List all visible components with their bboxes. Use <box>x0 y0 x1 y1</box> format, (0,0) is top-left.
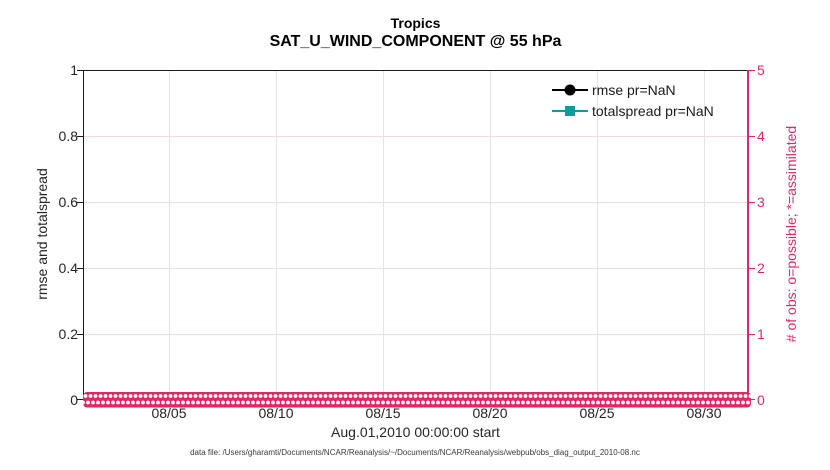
rmse-line-sample <box>552 84 588 95</box>
left-axis-title: rmse and totalspread <box>34 168 50 300</box>
right-tick <box>749 136 755 137</box>
left-ytick-label: 0.2 <box>58 326 78 342</box>
vgridline <box>490 71 491 399</box>
left-ytick-label: 0.8 <box>58 128 78 144</box>
axis-spine-left <box>83 70 84 400</box>
axis-spine-top <box>83 70 749 71</box>
right-tick <box>749 334 755 335</box>
obs-marker-band <box>83 392 751 408</box>
hgridline <box>84 334 747 335</box>
rmse-circle-marker-icon <box>564 84 576 95</box>
xtick-label: 08/10 <box>258 405 294 421</box>
right-ytick-label: 3 <box>757 194 765 210</box>
right-tick <box>749 202 755 203</box>
left-tick <box>77 70 83 71</box>
left-ytick-label: 0.4 <box>58 260 78 276</box>
hgridline <box>84 268 747 269</box>
right-ytick-label: 4 <box>757 128 765 144</box>
totalspread-square-marker-icon <box>565 105 575 116</box>
right-axis-title: # of obs: o=possible; *=assimilated <box>783 125 799 343</box>
xtick-label: 08/30 <box>686 405 722 421</box>
right-tick <box>749 268 755 269</box>
vgridline <box>169 71 170 399</box>
left-tick <box>77 268 83 269</box>
right-ytick-label: 5 <box>757 62 765 78</box>
x-axis-title: Aug.01,2010 00:00:00 start <box>331 424 500 440</box>
xtick-label: 08/25 <box>579 405 615 421</box>
right-tick <box>749 70 755 71</box>
vgridline <box>597 71 598 399</box>
axis-spine-right <box>747 70 749 400</box>
vgridline <box>704 71 705 399</box>
left-tick <box>77 202 83 203</box>
legend-item-totalspread: totalspread pr=NaN <box>552 100 714 121</box>
totalspread-line-sample <box>552 105 588 116</box>
legend: rmse pr=NaN totalspread pr=NaN <box>552 79 714 121</box>
datafile-caption: data file: /Users/gharamti/Documents/NCA… <box>190 448 640 457</box>
hgridline <box>84 202 747 203</box>
left-ytick-label: 0 <box>70 392 78 408</box>
left-tick <box>77 399 83 400</box>
legend-label: totalspread pr=NaN <box>592 102 714 119</box>
right-ytick-label: 0 <box>757 392 765 408</box>
right-ytick-label: 2 <box>757 260 765 276</box>
vgridline <box>383 71 384 399</box>
vgridline <box>276 71 277 399</box>
plot-title: Tropics <box>390 15 441 31</box>
xtick-label: 08/20 <box>472 405 508 421</box>
xtick-label: 08/05 <box>151 405 187 421</box>
plot-subtitle: SAT_U_WIND_COMPONENT @ 55 hPa <box>269 33 562 50</box>
right-ytick-label: 1 <box>757 326 765 342</box>
left-ytick-label: 1 <box>70 62 78 78</box>
left-tick <box>77 334 83 335</box>
hgridline <box>84 136 747 137</box>
right-tick <box>749 399 755 400</box>
left-ytick-label: 0.6 <box>58 194 78 210</box>
left-tick <box>77 136 83 137</box>
legend-item-rmse: rmse pr=NaN <box>552 79 714 100</box>
legend-label: rmse pr=NaN <box>592 81 676 98</box>
xtick-label: 08/15 <box>365 405 401 421</box>
